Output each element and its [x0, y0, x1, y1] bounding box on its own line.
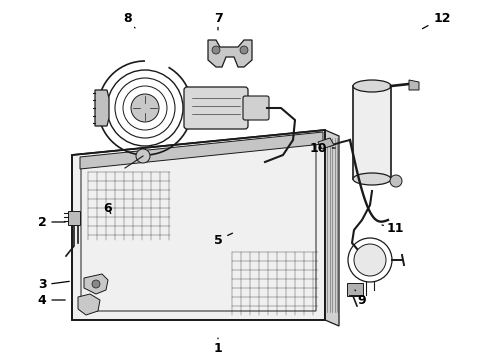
FancyBboxPatch shape — [184, 87, 248, 129]
Polygon shape — [409, 80, 419, 90]
Circle shape — [212, 46, 220, 54]
Text: 5: 5 — [214, 233, 232, 247]
FancyBboxPatch shape — [243, 96, 269, 120]
Polygon shape — [78, 294, 100, 315]
Circle shape — [131, 94, 159, 122]
Polygon shape — [80, 132, 323, 169]
Circle shape — [354, 244, 386, 276]
Polygon shape — [353, 86, 391, 179]
Text: 3: 3 — [38, 279, 69, 292]
Circle shape — [136, 149, 150, 163]
Text: 8: 8 — [123, 12, 135, 28]
Polygon shape — [84, 274, 108, 294]
Text: 2: 2 — [38, 216, 65, 229]
Text: 11: 11 — [382, 221, 404, 234]
Text: 12: 12 — [422, 12, 451, 29]
Text: 9: 9 — [355, 290, 367, 306]
Text: 6: 6 — [104, 202, 112, 215]
Polygon shape — [318, 138, 334, 149]
Polygon shape — [347, 283, 363, 296]
Polygon shape — [68, 211, 80, 225]
Polygon shape — [95, 90, 109, 126]
Ellipse shape — [353, 80, 391, 92]
Ellipse shape — [353, 173, 391, 185]
Polygon shape — [208, 40, 252, 67]
Text: 1: 1 — [214, 338, 222, 355]
Text: 4: 4 — [38, 293, 65, 306]
Circle shape — [240, 46, 248, 54]
Circle shape — [92, 280, 100, 288]
Text: 7: 7 — [214, 12, 222, 30]
Text: 10: 10 — [309, 141, 335, 154]
Circle shape — [390, 175, 402, 187]
Polygon shape — [72, 130, 325, 320]
Polygon shape — [325, 130, 339, 326]
